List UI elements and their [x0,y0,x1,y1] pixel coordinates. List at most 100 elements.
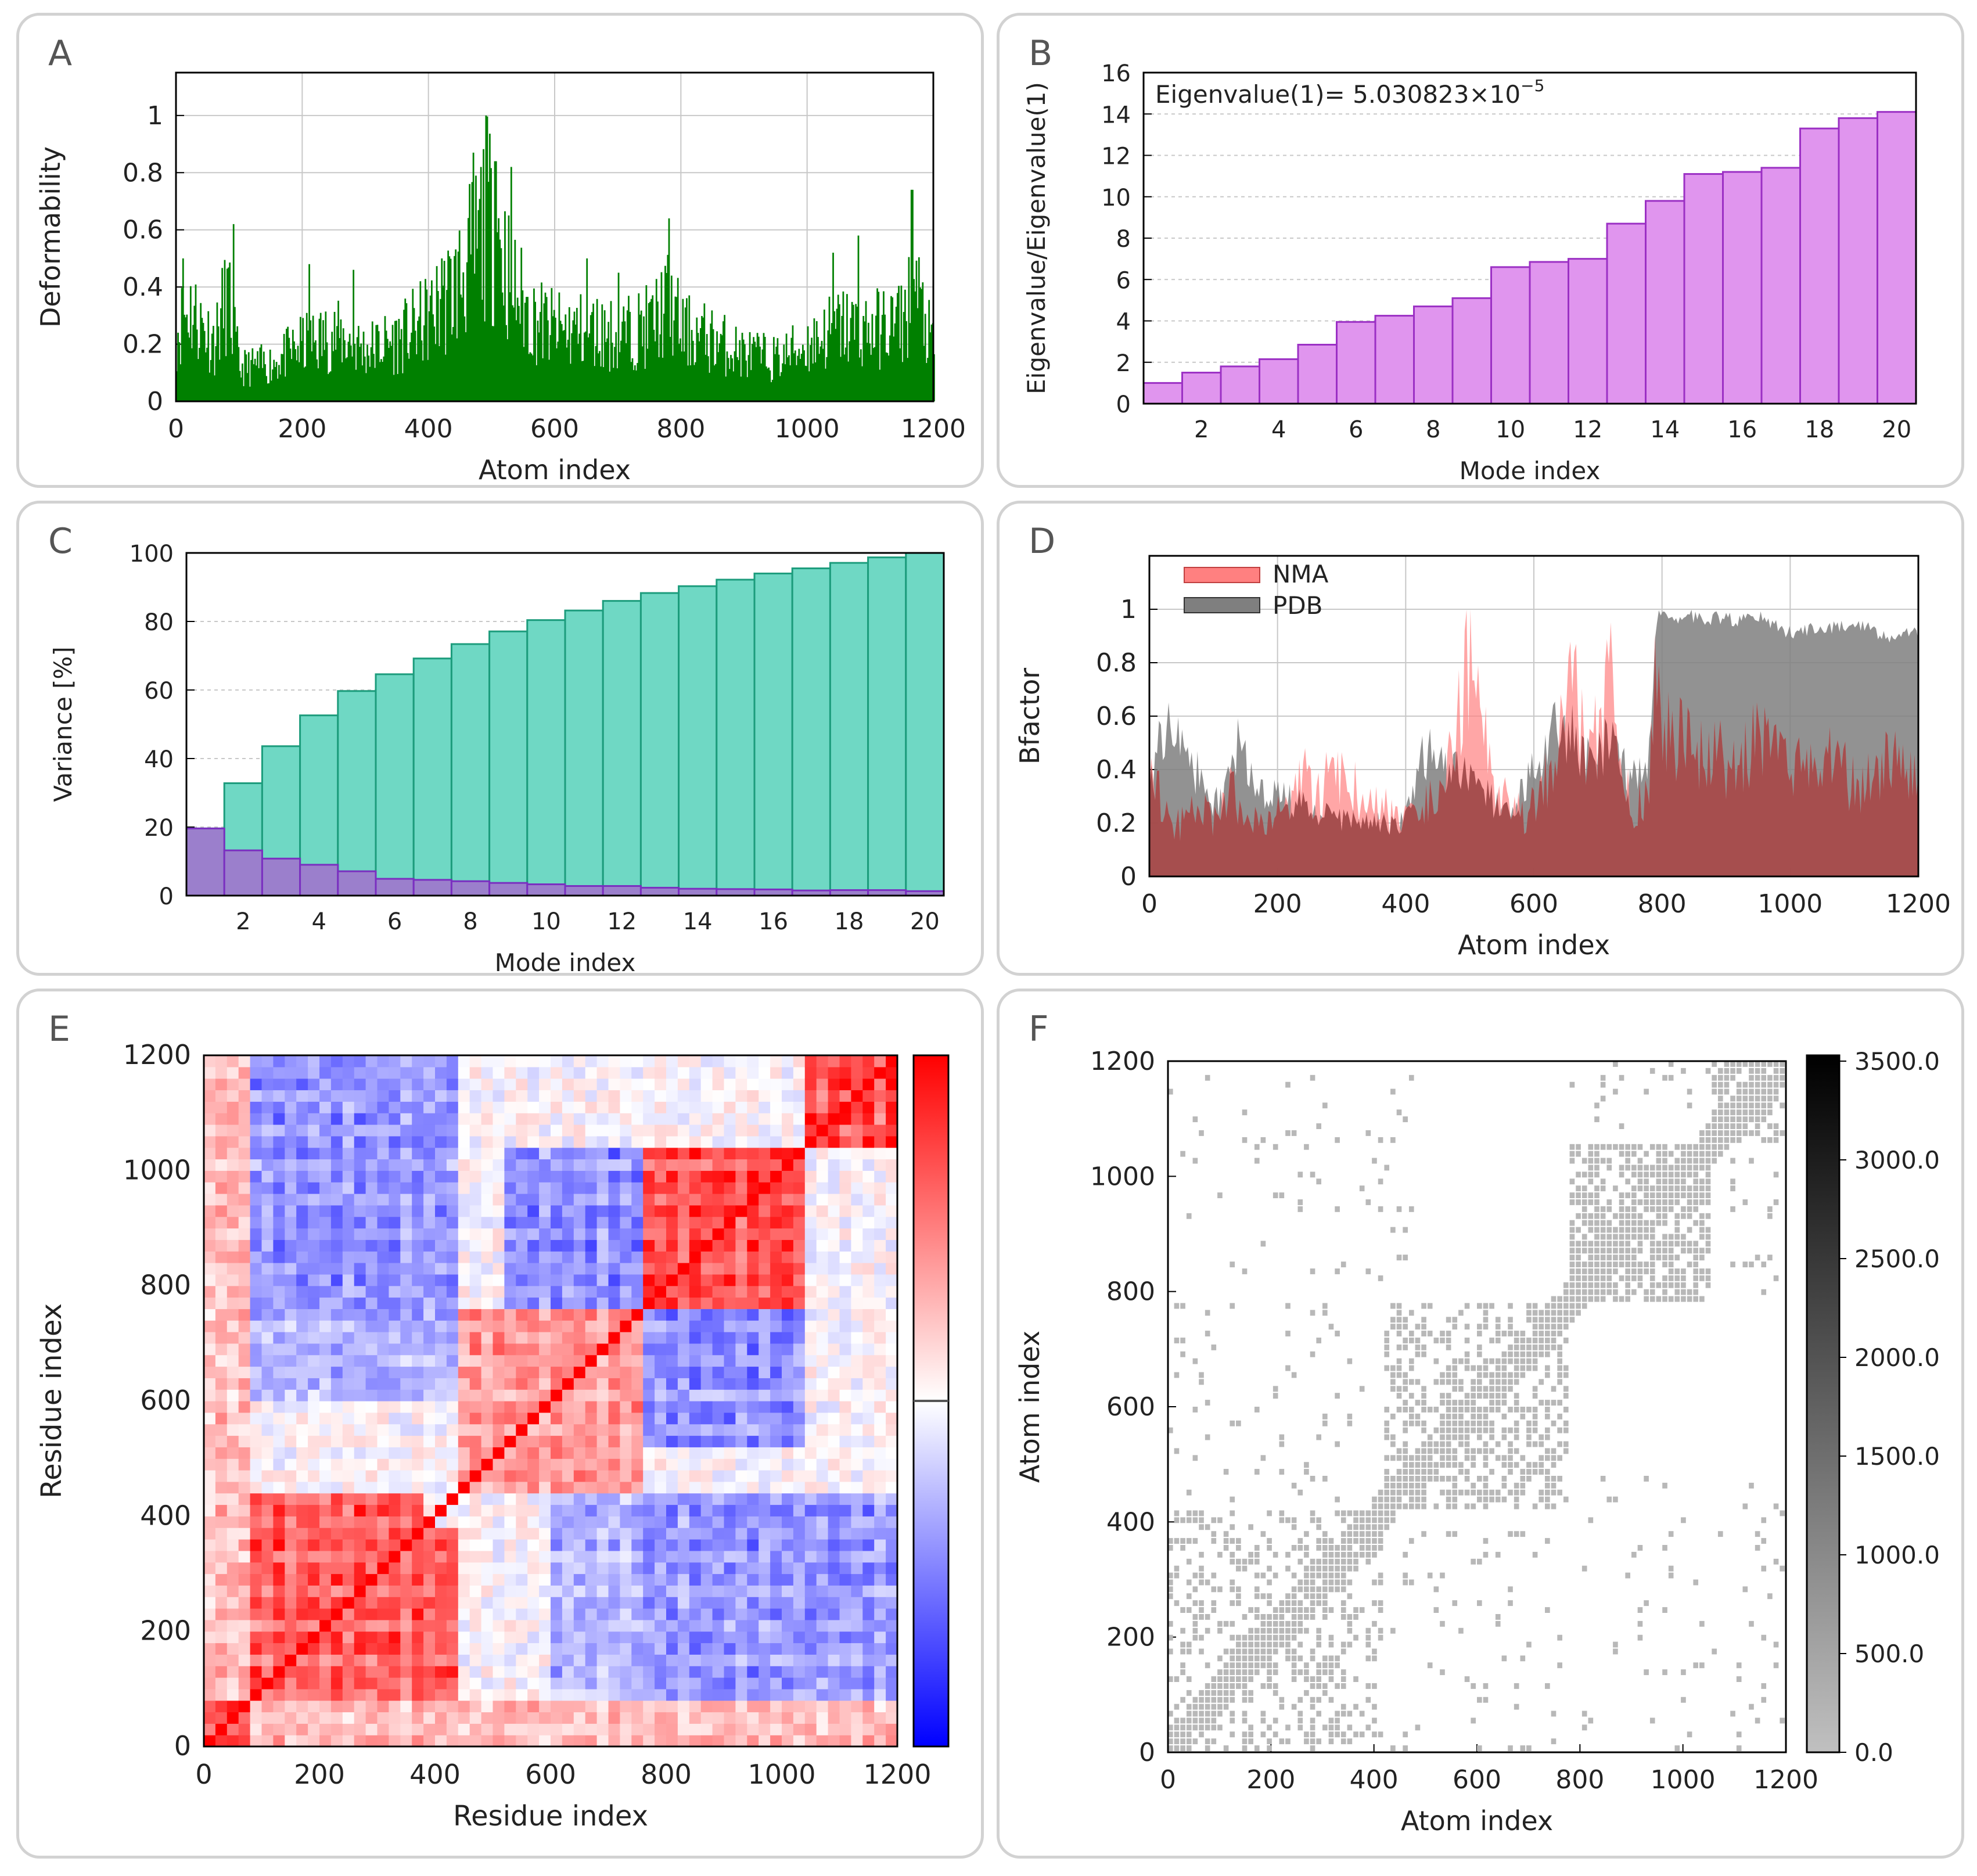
contact-point [1236,1600,1241,1607]
heatmap-cell [712,1228,725,1240]
heatmap-cell [377,1239,389,1252]
heatmap-cell [365,1320,378,1332]
heatmap-cell [261,1654,274,1666]
heatmap-cell [851,1539,863,1551]
deformability-bar [669,336,671,401]
heatmap-cell [700,1135,713,1148]
heatmap-cell [435,1550,447,1563]
heatmap-cell [886,1159,898,1171]
heatmap-cell [724,1090,736,1102]
heatmap-cell [608,1470,620,1482]
heatmap-cell [551,1539,563,1551]
heatmap-cell [631,1666,644,1678]
heatmap-cell [562,1078,574,1091]
heatmap-cell [839,1285,851,1298]
heatmap-cell [562,1688,574,1701]
heatmap-cell [493,1528,505,1540]
deformability-bar [281,354,283,401]
heatmap-cell [481,1274,494,1286]
heatmap-cell [551,1631,563,1644]
heatmap-cell [585,1378,598,1390]
heatmap-cell [620,1182,632,1194]
deformability-bar [890,296,892,401]
heatmap-cell [816,1735,829,1747]
heatmap-cell [296,1700,308,1713]
heatmap-cell [655,1366,667,1378]
heatmap-cell [620,1643,632,1655]
heatmap-cell [851,1573,863,1586]
contact-point [1267,1648,1272,1655]
deformability-bar [182,258,184,401]
contact-point [1230,1697,1235,1703]
heatmap-cell [296,1354,308,1367]
heatmap-cell [389,1274,401,1286]
deformability-bar [239,371,241,401]
heatmap-cell [285,1666,297,1678]
heatmap-cell [862,1263,875,1275]
deformability-bar [744,344,746,401]
heatmap-cell [562,1401,574,1413]
heatmap-cell [620,1458,632,1471]
deformability-bar [624,321,626,401]
heatmap-cell [435,1182,447,1194]
deformability-bar [522,290,524,401]
heatmap-cell [608,1712,620,1724]
deformability-bar [251,348,254,401]
heatmap-cell [250,1654,263,1666]
heatmap-cell [516,1666,528,1678]
deformability-bar [516,297,519,401]
heatmap-cell [365,1550,378,1563]
heatmap-cell [839,1135,851,1148]
heatmap-cell [828,1562,840,1575]
heatmap-cell [389,1170,401,1183]
heatmap-cell [689,1493,702,1505]
deformability-bar [193,306,196,401]
heatmap-cell [261,1251,274,1263]
heatmap-cell [862,1654,875,1666]
heatmap-cell [400,1481,412,1494]
heatmap-cell [238,1389,251,1401]
heatmap-cell [886,1332,898,1344]
heatmap-cell [412,1182,424,1194]
heatmap-cell [816,1090,829,1102]
heatmap-cell [551,1550,563,1563]
heatmap-cell [504,1078,516,1091]
contact-point [1230,1524,1235,1530]
heatmap-cell [458,1401,470,1413]
heatmap-cell [377,1504,389,1516]
heatmap-cell [238,1135,251,1148]
contact-point [1267,1745,1272,1751]
heatmap-cell [759,1332,771,1344]
heatmap-cell [446,1101,459,1113]
deformability-bar [353,269,355,401]
heatmap-cell [782,1159,794,1171]
heatmap-cell [238,1228,251,1240]
heatmap-cell [365,1297,378,1309]
heatmap-cell [712,1528,725,1540]
deformability-bar [201,318,203,401]
contact-point [1260,1627,1266,1634]
heatmap-cell [551,1688,563,1701]
heatmap-cell [342,1643,355,1655]
cumulative-variance-bar [337,690,377,897]
heatmap-cell [620,1090,632,1102]
heatmap-cell [828,1688,840,1701]
y-tick-label: 0.8 [123,158,163,188]
heatmap-cell [839,1528,851,1540]
heatmap-cell [527,1643,540,1655]
heatmap-cell [735,1585,747,1597]
heatmap-cell [643,1735,655,1747]
heatmap-cell [585,1424,598,1436]
heatmap-cell [250,1078,263,1091]
heatmap-cell [227,1239,239,1252]
heatmap-cell [215,1631,228,1644]
heatmap-cell [700,1493,713,1505]
heatmap-cell [712,1055,725,1068]
heatmap-cell [886,1539,898,1551]
heatmap-cell [655,1435,667,1447]
heatmap-cell [481,1712,494,1724]
contact-point [1310,1572,1315,1579]
heatmap-cell [596,1297,609,1309]
heatmap-cell [608,1401,620,1413]
heatmap-cell [285,1055,297,1068]
